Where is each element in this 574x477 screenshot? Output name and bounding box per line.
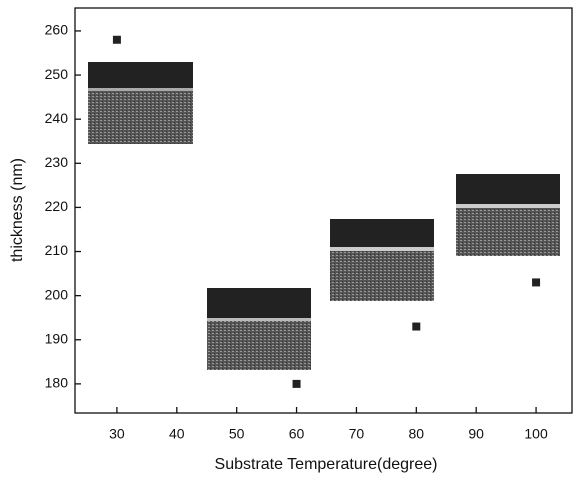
data-point: [292, 379, 301, 388]
sem-inset: [88, 62, 193, 144]
x-tick-label: 80: [409, 426, 425, 442]
y-tick-label: 250: [45, 66, 69, 82]
y-tick-label: 190: [45, 330, 69, 346]
y-tick-label: 180: [45, 375, 69, 391]
data-point: [532, 278, 541, 287]
x-axis-label: Substrate Temperature(degree): [215, 456, 438, 473]
y-tick-label: 200: [45, 286, 69, 302]
data-point: [112, 35, 121, 44]
x-tick-label: 40: [169, 426, 185, 442]
sem-inset: [456, 174, 560, 256]
x-tick-label: 60: [289, 426, 305, 442]
x-tick-label: 50: [229, 426, 245, 442]
y-axis-label: thickness (nm): [9, 158, 26, 262]
x-tick-label: 90: [468, 426, 484, 442]
y-tick-label: 230: [45, 154, 69, 170]
plot-frame: [74, 7, 573, 414]
x-tick-label: 100: [524, 426, 548, 442]
y-tick-label: 260: [45, 22, 69, 38]
data-point: [412, 322, 421, 331]
x-tick-label: 70: [349, 426, 365, 442]
x-tick-label: 30: [109, 426, 125, 442]
sem-inset: [207, 288, 311, 370]
y-tick-label: 220: [45, 198, 69, 214]
y-tick-label: 210: [45, 242, 69, 258]
sem-inset: [330, 219, 434, 301]
y-tick-label: 240: [45, 110, 69, 126]
